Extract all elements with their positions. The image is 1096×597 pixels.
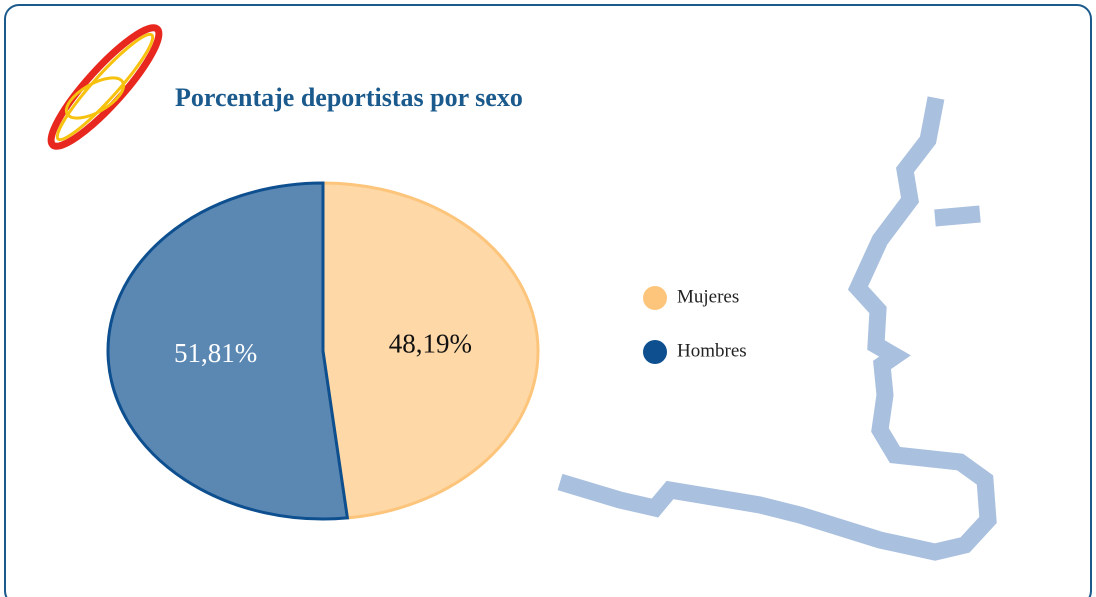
value-label: 48,19% — [389, 328, 472, 358]
decoration-mark — [935, 214, 980, 218]
chart-title: Porcentaje deportistas por sexo — [175, 83, 523, 112]
legend-swatch — [643, 340, 667, 364]
legend-label: Mujeres — [677, 286, 739, 307]
chart: Porcentaje deportistas por sexo 48,19% 51… — [0, 0, 1096, 597]
legend-label: Hombres — [677, 340, 747, 361]
page: {"chart_data": {"type": "pie", "title": … — [0, 0, 1096, 597]
value-label: 51,81% — [174, 338, 257, 368]
legend-swatch — [643, 286, 667, 310]
